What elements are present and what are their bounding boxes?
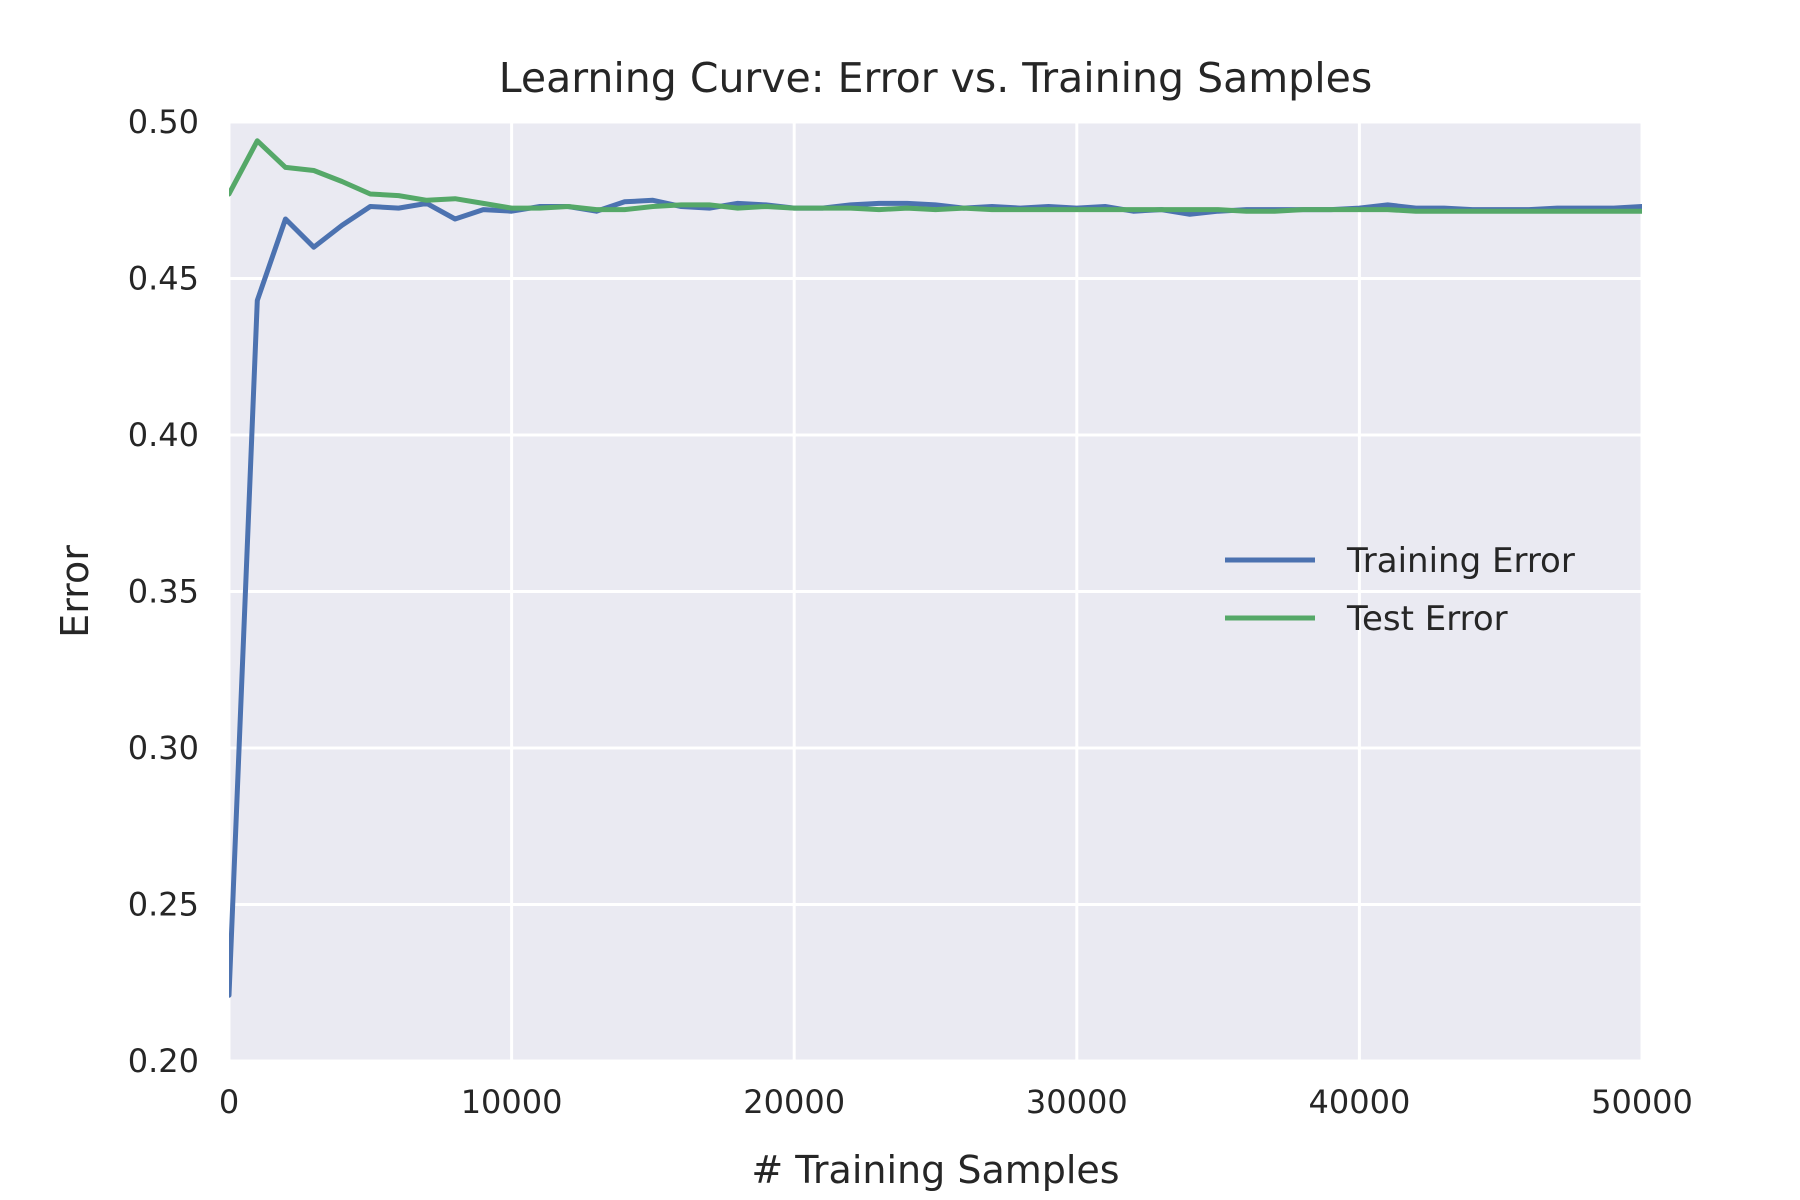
y-tick-label: 0.40 bbox=[128, 416, 199, 454]
y-tick-label: 0.30 bbox=[128, 729, 199, 767]
x-tick-label: 40000 bbox=[1309, 1083, 1411, 1121]
x-axis-label: # Training Samples bbox=[751, 1148, 1119, 1192]
tick-labels: 0 10000 20000 30000 40000 50000 0.20 0.25 0.30 0.… bbox=[128, 103, 1693, 1121]
x-tick-label: 50000 bbox=[1591, 1083, 1693, 1121]
y-tick-label: 0.45 bbox=[128, 260, 199, 298]
y-tick-label: 0.25 bbox=[128, 886, 199, 924]
x-tick-label: 10000 bbox=[461, 1083, 563, 1121]
legend: Training Error Test Error bbox=[1225, 541, 1575, 639]
legend-label: Training Error bbox=[1346, 541, 1575, 581]
y-axis-label: Error bbox=[53, 545, 97, 638]
x-tick-label: 30000 bbox=[1026, 1083, 1128, 1121]
y-tick-label: 0.35 bbox=[128, 573, 199, 611]
chart-title: Learning Curve: Error vs. Training Sampl… bbox=[499, 54, 1372, 102]
grid-lines bbox=[227, 120, 1644, 1063]
y-tick-label: 0.50 bbox=[128, 103, 199, 141]
series-line-test-error bbox=[229, 138, 1642, 214]
legend-label: Test Error bbox=[1346, 599, 1508, 639]
y-tick-label: 0.20 bbox=[128, 1042, 199, 1080]
series-lines bbox=[229, 138, 1642, 998]
x-tick-label: 0 bbox=[219, 1083, 239, 1121]
series-line-training-error bbox=[229, 197, 1642, 998]
x-tick-label: 20000 bbox=[743, 1083, 845, 1121]
